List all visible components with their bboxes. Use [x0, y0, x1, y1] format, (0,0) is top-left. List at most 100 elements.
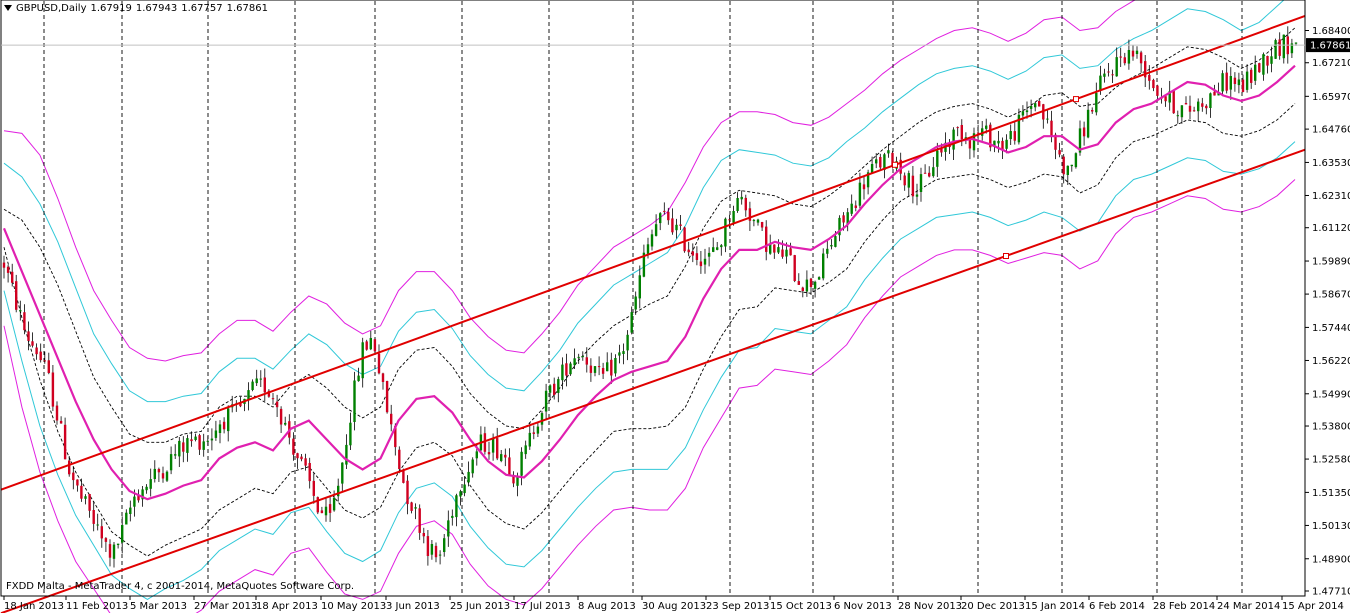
bear-candle-body	[842, 215, 845, 223]
bear-candle-body	[1119, 56, 1122, 58]
bull-candle-body	[875, 159, 878, 164]
bear-candle-body	[1082, 127, 1086, 137]
bull-candle-body	[642, 252, 646, 277]
bull-candle-body	[557, 379, 560, 393]
bear-candle-body	[92, 510, 95, 524]
bull-candle-body	[475, 451, 478, 459]
bear-candle-body	[59, 420, 63, 424]
bull-candle-body	[756, 219, 760, 223]
bear-candle-body	[976, 132, 980, 134]
bear-candle-body	[553, 383, 556, 395]
bull-candle-body	[353, 380, 356, 422]
bull-candle-body	[84, 496, 87, 499]
bull-candle-body	[573, 358, 576, 366]
bear-candle-body	[1050, 120, 1053, 136]
bear-candle-body	[1201, 103, 1204, 107]
bull-candle-body	[703, 258, 707, 265]
bear-candle-body	[862, 184, 866, 190]
bear-candle-body	[504, 454, 507, 458]
bear-candle-body	[891, 152, 894, 167]
bear-candle-body	[1058, 150, 1061, 155]
bull-candle-body	[214, 430, 218, 438]
bull-candle-body	[165, 471, 169, 481]
bull-candle-body	[357, 375, 360, 382]
bull-candle-body	[1115, 57, 1118, 77]
bear-candle-body	[765, 226, 768, 252]
x-tick-label: 3 Jun 2013	[386, 601, 440, 612]
vertical-grid	[43, 1, 1243, 595]
bear-candle-body	[1266, 56, 1269, 66]
x-tick-label: 15 Jan 2014	[1025, 601, 1085, 612]
bear-candle-body	[960, 125, 963, 140]
bull-candle-body	[19, 310, 22, 312]
bear-candle-body	[809, 278, 813, 287]
bull-candle-body	[646, 244, 650, 254]
bear-candle-body	[1111, 74, 1114, 76]
bull-candle-body	[716, 247, 719, 250]
bull-candle-body	[883, 154, 886, 170]
bull-candle-body	[255, 378, 258, 384]
bull-candle-body	[712, 247, 715, 252]
bull-candle-body	[1290, 43, 1294, 54]
chart-header: GBPUSD,Daily 1.67919 1.67943 1.67757 1.67861	[4, 3, 272, 14]
moving-average	[2, 64, 1296, 501]
bull-candle-body	[430, 544, 434, 555]
bull-candle-body	[1066, 165, 1069, 175]
bull-candle-body	[516, 476, 519, 486]
bear-candle-body	[679, 224, 682, 226]
bull-candle-body	[1197, 101, 1200, 112]
bull-candle-body	[337, 485, 340, 497]
y-tick-label: 1.54990	[1312, 389, 1350, 400]
y-tick-label: 1.57440	[1312, 323, 1350, 334]
trend-anchor	[1003, 253, 1009, 259]
bear-candle-body	[789, 248, 792, 256]
bull-candle-body	[593, 366, 597, 373]
bear-candle-body	[263, 377, 266, 393]
bear-candle-body	[308, 463, 311, 482]
bear-candle-body	[1001, 140, 1004, 150]
bull-candle-body	[210, 438, 214, 441]
bull-candle-body	[332, 497, 336, 511]
current-price-label-bg	[1306, 38, 1350, 53]
y-tick-label: 1.63530	[1312, 158, 1350, 169]
bull-candle-body	[218, 424, 222, 433]
bull-candle-body	[1034, 103, 1037, 108]
bear-candle-body	[610, 359, 613, 376]
bear-candle-body	[1144, 61, 1147, 78]
bear-candle-body	[418, 508, 421, 533]
bear-candle-body	[744, 197, 747, 211]
bull-candle-body	[145, 486, 148, 491]
bear-candle-body	[801, 287, 804, 292]
bull-candle-body	[1103, 73, 1106, 77]
bear-candle-body	[88, 494, 91, 511]
bull-candle-body	[1245, 71, 1249, 90]
bear-candle-body	[39, 351, 42, 361]
bull-candle-body	[964, 137, 968, 139]
bear-candle-body	[1156, 85, 1159, 96]
bull-candle-body	[936, 150, 939, 167]
bear-candle-body	[956, 127, 959, 129]
x-tick-label: 28 Nov 2013	[898, 601, 962, 612]
trend-anchor	[1073, 96, 1079, 103]
bull-candle-body	[1221, 73, 1224, 92]
bear-candle-body	[296, 453, 299, 459]
bull-candle-body	[830, 245, 833, 247]
bull-candle-body	[1180, 105, 1184, 118]
bull-candle-body	[133, 496, 136, 507]
bull-candle-body	[548, 385, 552, 393]
x-tick-label: 20 Dec 2013	[961, 601, 1025, 612]
bear-candle-body	[157, 469, 161, 473]
bear-candle-body	[695, 253, 699, 260]
dropdown-triangle-icon[interactable]	[4, 5, 12, 11]
bear-candle-body	[1188, 105, 1192, 112]
bull-candle-body	[524, 445, 527, 455]
bear-candle-body	[923, 172, 927, 174]
bear-candle-body	[1192, 110, 1196, 112]
bear-candle-body	[312, 480, 315, 496]
bear-candle-body	[398, 449, 401, 469]
bull-candle-body	[769, 244, 772, 254]
bear-candle-body	[1172, 91, 1175, 114]
bear-candle-body	[1250, 69, 1253, 83]
bear-candle-body	[182, 442, 185, 452]
bull-candle-body	[1021, 111, 1025, 116]
